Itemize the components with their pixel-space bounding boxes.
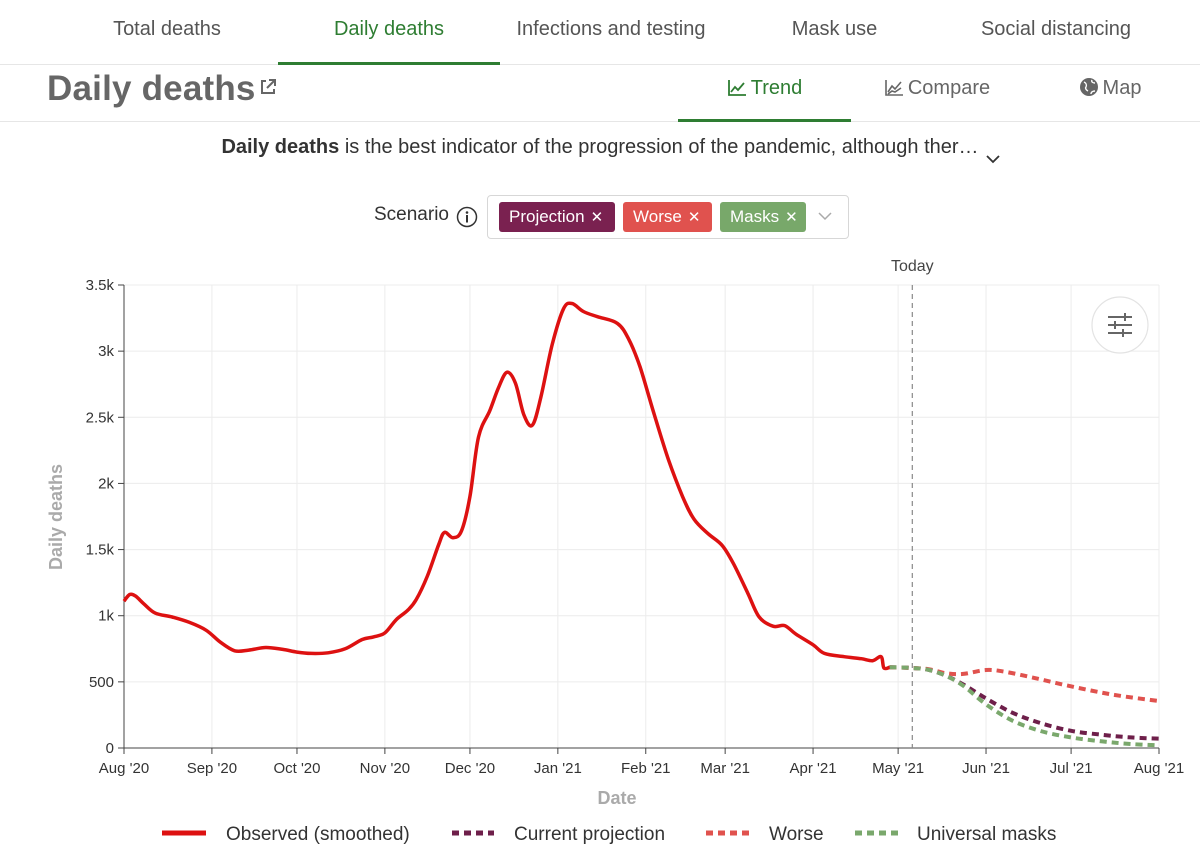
scenario-select[interactable]: Projection ✕ Worse ✕ Masks ✕ <box>487 195 849 239</box>
x-tick-label: Sep '20 <box>187 760 237 777</box>
tab-daily-deaths[interactable]: Daily deaths <box>278 0 500 65</box>
series-lines <box>122 301 1160 748</box>
x-tick-label: Dec '20 <box>445 760 495 777</box>
y-tick-label: 1k <box>98 608 114 625</box>
description-rest: is the best indicator of the progression… <box>339 136 979 158</box>
description-text: Daily deaths is the best indicator of th… <box>0 136 1200 159</box>
chip-projection[interactable]: Projection ✕ <box>499 202 615 232</box>
y-tick-label: 1.5k <box>86 542 115 559</box>
dropdown-arrow-icon[interactable] <box>818 211 832 221</box>
compare-icon <box>885 80 903 96</box>
tab-map-label: Map <box>1102 77 1142 99</box>
y-tick-label: 3.5k <box>86 277 115 294</box>
page-title: Daily deaths <box>47 69 256 108</box>
x-tick-label: May '21 <box>872 760 924 777</box>
chart-settings-button[interactable] <box>1091 296 1149 354</box>
legend-label: Observed (smoothed) <box>226 824 410 845</box>
x-tick-label: Nov '20 <box>360 760 410 777</box>
tab-infections-and-testing[interactable]: Infections and testing <box>516 18 706 40</box>
x-tick-label: Feb '21 <box>621 760 671 777</box>
chip-masks-label: Masks <box>730 207 780 226</box>
chevron-down-icon[interactable] <box>985 153 1001 165</box>
y-tick-label: 2k <box>98 475 114 492</box>
x-tick-label: Jan '21 <box>534 760 582 777</box>
description-bold: Daily deaths <box>221 136 340 158</box>
series-line-worse <box>889 665 1160 703</box>
legend-label: Current projection <box>514 824 665 845</box>
tab-map[interactable]: Map <box>1060 65 1160 119</box>
today-marker: Today <box>891 258 934 748</box>
x-axis-label: Date <box>597 788 636 808</box>
chip-projection-label: Projection <box>509 207 585 226</box>
x-tick-label: Mar '21 <box>700 760 750 777</box>
tab-mask-use[interactable]: Mask use <box>791 18 878 40</box>
scenario-label: Scenario <box>374 204 449 225</box>
chip-worse[interactable]: Worse ✕ <box>623 202 712 232</box>
globe-icon <box>1079 78 1098 96</box>
trend-icon <box>727 80 746 96</box>
info-icon[interactable] <box>456 206 478 228</box>
x-tick-label: Jun '21 <box>962 760 1010 777</box>
tab-trend-label: Trend <box>750 77 803 99</box>
tab-total-deaths[interactable]: Total deaths <box>113 18 221 40</box>
y-tick-label: 500 <box>89 674 114 691</box>
y-tick-label: 0 <box>106 740 114 757</box>
section-header: Daily deaths Trend Compare Map <box>0 65 1200 122</box>
tab-trend[interactable]: Trend <box>678 65 851 122</box>
chart-container: 0 500 1k 1.5k 2k 2.5k 3k 3.5k Aug '20 Sep '20 Oct… <box>0 250 1200 847</box>
legend: Observed (smoothed) Current projection Wor… <box>162 824 1056 845</box>
tab-compare-label: Compare <box>907 77 991 99</box>
x-tick-label: Aug '20 <box>99 760 149 777</box>
remove-masks-icon[interactable]: ✕ <box>785 209 798 226</box>
remove-projection-icon[interactable]: ✕ <box>590 209 604 226</box>
y-axis-label: Daily deaths <box>46 464 66 570</box>
x-tick-label: Jul '21 <box>1050 760 1093 777</box>
chip-masks[interactable]: Masks ✕ <box>720 202 806 232</box>
y-axis: 0 500 1k 1.5k 2k 2.5k 3k 3.5k <box>86 277 125 757</box>
daily-deaths-chart: 0 500 1k 1.5k 2k 2.5k 3k 3.5k Aug '20 Sep '20 Oct… <box>46 258 1184 845</box>
x-tick-label: Apr '21 <box>790 760 837 777</box>
chip-worse-label: Worse <box>633 207 682 226</box>
top-nav: Total deaths Daily deaths Infections and… <box>0 0 1200 65</box>
y-tick-label: 3k <box>98 343 114 360</box>
legend-label: Worse <box>769 824 824 845</box>
series-line-universal-masks <box>889 665 1160 748</box>
series-line-current-projection <box>889 665 1160 741</box>
tab-social-distancing[interactable]: Social distancing <box>980 18 1132 40</box>
x-tick-label: Aug '21 <box>1134 760 1184 777</box>
grid-lines <box>123 284 1160 749</box>
remove-worse-icon[interactable]: ✕ <box>687 209 701 226</box>
legend-label: Universal masks <box>917 824 1056 845</box>
x-axis: Aug '20 Sep '20 Oct '20 Nov '20 Dec '20 Jan '… <box>99 747 1184 777</box>
external-link-icon[interactable] <box>258 77 278 97</box>
x-tick-label: Oct '20 <box>273 760 320 777</box>
today-label: Today <box>891 258 934 275</box>
series-line-observed-smoothed <box>122 301 891 671</box>
sliders-icon <box>1108 313 1132 337</box>
tab-compare[interactable]: Compare <box>862 65 1012 119</box>
y-tick-label: 2.5k <box>86 409 115 426</box>
